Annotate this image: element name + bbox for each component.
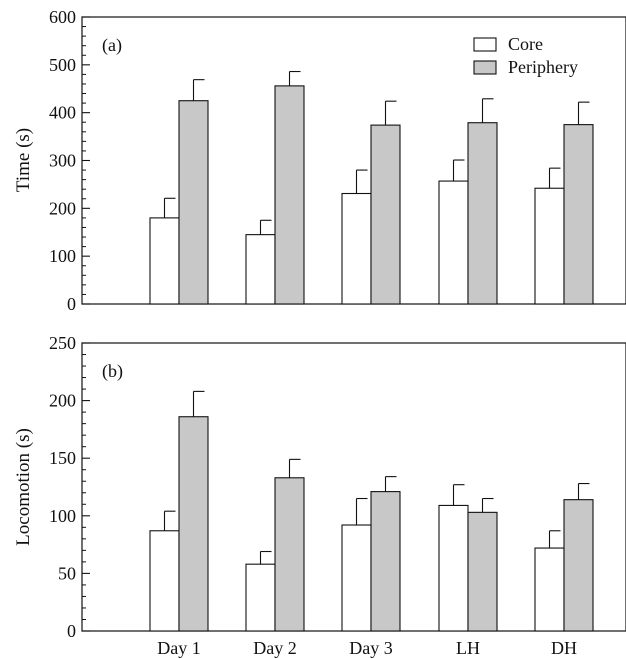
bar-core-dh <box>534 187 565 305</box>
bar-core-lh <box>438 180 469 305</box>
legend-swatch-periphery <box>473 60 497 75</box>
y-tick-label: 600 <box>49 7 76 27</box>
y-axis-title-a: Time (s) <box>13 128 34 192</box>
y-axis-title-b: Locomotion (s) <box>13 428 34 546</box>
bar-core-dh <box>534 547 565 632</box>
x-category-labels: Day 1 Day 2 Day 3 LH DH <box>157 638 577 658</box>
bar-core-day-2 <box>245 234 276 305</box>
bar-periphery-day-1 <box>178 100 209 305</box>
bar-core-day-1 <box>149 530 180 632</box>
x-category-label: Day 2 <box>253 638 297 658</box>
y-tick-label: 250 <box>49 333 76 353</box>
y-tick-label: 400 <box>49 103 76 123</box>
bars-a <box>149 70 594 305</box>
bar-core-day-3 <box>341 524 372 632</box>
y-tick-label: 200 <box>49 391 76 411</box>
x-category-label: LH <box>456 638 480 658</box>
legend-label-core: Core <box>508 34 543 54</box>
y-tick-label: 150 <box>49 448 76 468</box>
y-ticks-a: 0 100 200 300 400 500 600 <box>49 7 90 314</box>
y-tick-label: 300 <box>49 151 76 171</box>
x-category-label: Day 3 <box>349 638 393 658</box>
bar-core-lh <box>438 504 469 632</box>
bar-core-day-3 <box>341 192 372 305</box>
bar-periphery-day-3 <box>370 491 401 632</box>
y-tick-label: 500 <box>49 55 76 75</box>
bar-periphery-dh <box>563 499 594 632</box>
legend-swatch-core <box>473 37 497 52</box>
y-tick-label: 200 <box>49 198 76 218</box>
bars-b <box>149 390 594 632</box>
y-tick-label: 50 <box>58 563 76 583</box>
y-tick-label: 100 <box>49 506 76 526</box>
panel-b: (b) Locomotion (s) 0 50 100 150 200 250 Day 1… <box>13 333 626 658</box>
panel-a: (a) Time (s) 0 100 200 300 400 500 600 Core Pe… <box>13 7 626 314</box>
y-ticks-b: 0 50 100 150 200 250 <box>49 333 90 641</box>
y-tick-label: 0 <box>67 294 76 314</box>
bar-periphery-day-2 <box>274 477 305 632</box>
legend: Core Periphery <box>473 34 578 77</box>
bar-periphery-lh <box>467 122 498 305</box>
x-category-label: Day 1 <box>157 638 201 658</box>
x-category-label: DH <box>551 638 577 658</box>
bar-core-day-1 <box>149 217 180 305</box>
y-tick-label: 100 <box>49 246 76 266</box>
bar-periphery-day-1 <box>178 416 209 632</box>
legend-label-periphery: Periphery <box>508 57 578 77</box>
panel-b-label: (b) <box>102 361 123 382</box>
bar-periphery-day-3 <box>370 124 401 305</box>
y-tick-label: 0 <box>67 621 76 641</box>
bar-periphery-dh <box>563 124 594 305</box>
bar-core-day-2 <box>245 563 276 632</box>
bar-periphery-lh <box>467 511 498 632</box>
bar-periphery-day-2 <box>274 85 305 305</box>
panel-a-label: (a) <box>102 35 122 56</box>
